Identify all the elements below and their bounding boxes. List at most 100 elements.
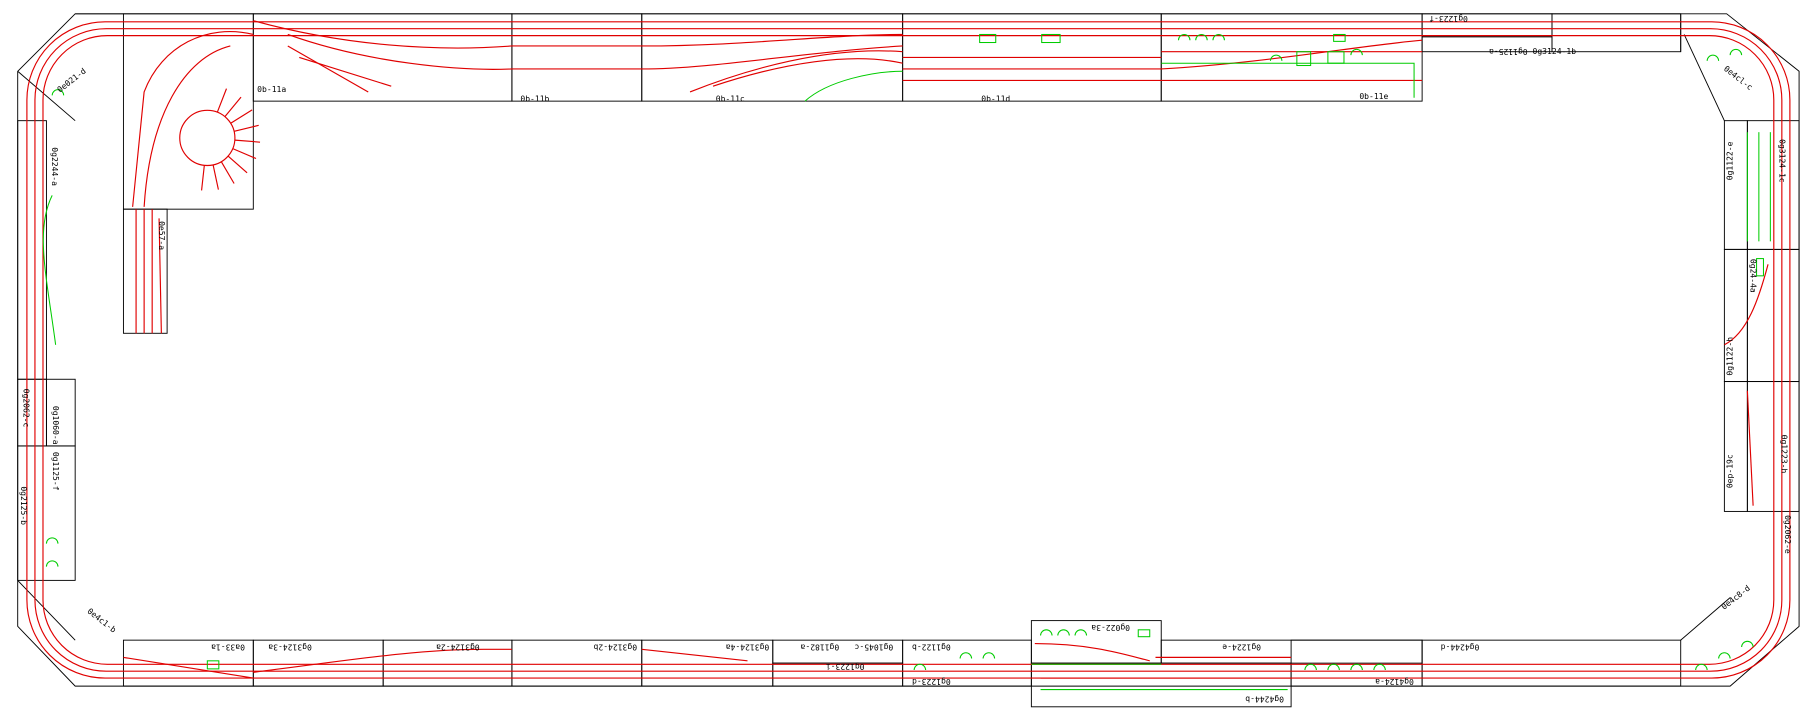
turntable-spur xyxy=(232,148,257,160)
tree xyxy=(1177,33,1191,41)
module-box xyxy=(1551,13,1682,53)
turntable-spur xyxy=(234,139,261,143)
module-label: 0g1125-f xyxy=(51,452,60,491)
branch-track xyxy=(641,648,748,662)
main-track xyxy=(34,28,1783,672)
module-box xyxy=(1723,120,1748,250)
module-label: 0e021-d xyxy=(56,66,88,94)
module-box xyxy=(17,120,47,380)
tree xyxy=(913,663,927,671)
module-label: 0g3124-1c xyxy=(1777,139,1786,183)
turntable-spur xyxy=(227,155,248,174)
module-label: 0g1060-a xyxy=(51,406,60,445)
tree xyxy=(1706,54,1720,61)
branch-track xyxy=(123,656,254,679)
module-label: 0g3124-2a xyxy=(436,643,480,652)
tree xyxy=(1729,48,1743,56)
branch-track xyxy=(299,56,392,87)
module-label: 0g1122-b xyxy=(912,643,951,652)
scenery xyxy=(42,33,1771,691)
module-edge xyxy=(1680,597,1731,641)
branch-track xyxy=(1746,390,1754,506)
turntable-spur xyxy=(212,164,219,190)
module-box xyxy=(252,13,513,102)
module-label: 0g022-3a xyxy=(1091,623,1130,632)
module-label: 0g1182-a xyxy=(800,643,839,652)
module-label: 0g1122-e xyxy=(1726,141,1735,180)
branch-track xyxy=(132,31,254,207)
module-label: 0g1125-a xyxy=(1489,47,1528,56)
module-label: 0ep-19c xyxy=(1726,454,1735,488)
building xyxy=(1327,51,1345,64)
branch-track xyxy=(143,45,231,207)
module-label: 0g1122-h xyxy=(1726,337,1735,376)
tree xyxy=(1057,629,1070,636)
building xyxy=(206,660,220,670)
branch-track xyxy=(287,45,369,93)
module-edge xyxy=(17,70,76,122)
module-label: 0g4244-d xyxy=(1441,643,1480,652)
module-label: 0g2062-e xyxy=(1783,515,1792,554)
tree xyxy=(1327,663,1340,671)
module-label: 0g2125-b xyxy=(19,486,28,525)
module-label: 0g2244-a xyxy=(50,147,59,186)
module-label: 0e4c8-d xyxy=(1720,584,1752,612)
module-label: 0a33-1a xyxy=(211,643,245,652)
branch-track xyxy=(253,648,512,673)
building xyxy=(1296,51,1312,67)
module-box xyxy=(122,208,168,334)
branch-track xyxy=(158,218,162,334)
tree xyxy=(45,560,59,567)
module-label: 0b-11e xyxy=(1359,92,1388,101)
module-label: 0g24-4a xyxy=(1749,259,1758,293)
module-label: 0g3124-4a xyxy=(726,643,770,652)
module-label: 0g4244-b xyxy=(1245,694,1284,703)
tree xyxy=(1040,629,1053,636)
outline xyxy=(17,13,1800,687)
turntable-spur xyxy=(233,124,259,132)
module-label: 0b-11d xyxy=(981,94,1010,103)
scenery-line xyxy=(804,70,903,102)
track xyxy=(26,20,1791,679)
turntable-spur xyxy=(216,88,228,113)
tree xyxy=(1695,663,1708,671)
turntable xyxy=(179,109,236,167)
turntable-spur xyxy=(201,165,205,191)
building xyxy=(1137,629,1151,638)
main-track xyxy=(42,35,1775,665)
tree xyxy=(1373,663,1386,671)
module-label: 0g3124-1b xyxy=(1533,47,1577,56)
tree xyxy=(1350,663,1363,671)
tree xyxy=(1212,33,1225,41)
module-box xyxy=(641,13,904,102)
module-label: 0g1223-i xyxy=(826,662,865,671)
module-box xyxy=(1421,639,1682,687)
branch-track xyxy=(712,58,903,87)
module-label: 0g2062-c xyxy=(21,389,30,428)
labels: 0b-11a 0b-11b 0b-11c 0b-11d 0b-11e 0g3124-1b 0… xyxy=(19,14,1792,703)
module-label: 0b-11c xyxy=(716,94,745,103)
module-label: 0g3124-2b xyxy=(593,643,637,652)
turntable-spur xyxy=(224,96,242,118)
turntable-spur xyxy=(220,161,235,184)
tree xyxy=(1304,663,1317,671)
tree xyxy=(1269,54,1283,61)
branch-track xyxy=(1724,264,1769,346)
main-track xyxy=(26,21,1791,679)
branch-track xyxy=(287,33,903,70)
tree xyxy=(1195,33,1208,41)
module-label: 0b-11a xyxy=(257,85,286,94)
module-label: 0e4cl-c xyxy=(1722,64,1754,92)
module-box xyxy=(17,445,76,581)
module-label: 0e57-a xyxy=(157,221,166,250)
module-label: 0g1224-e xyxy=(1222,643,1261,652)
tree xyxy=(51,89,65,96)
building xyxy=(1333,33,1346,42)
tree xyxy=(982,652,996,659)
module-label: 0g3124-3a xyxy=(268,643,312,652)
branch-track xyxy=(1034,643,1150,662)
branch-track xyxy=(902,39,1423,70)
building xyxy=(1756,258,1764,277)
module-label: 0g1223-d xyxy=(912,677,951,686)
